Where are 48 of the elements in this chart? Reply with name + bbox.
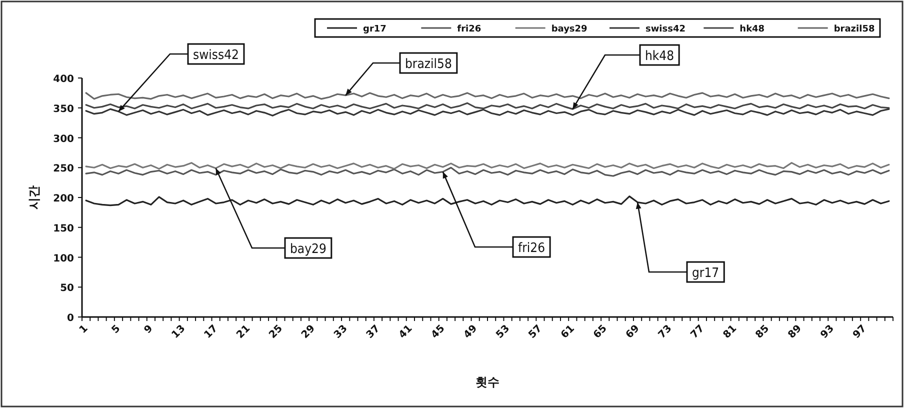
x-axis-title: 횟수	[476, 375, 500, 389]
y-tick-label: 400	[53, 74, 74, 85]
x-tick-label: 41	[397, 323, 415, 341]
legend-label: gr17	[363, 24, 386, 34]
x-tick-label: 49	[462, 323, 480, 341]
y-tick-label: 350	[53, 104, 74, 115]
x-tick-label: 5	[110, 323, 123, 336]
legend-label: fri26	[457, 24, 482, 34]
legend-label: swiss42	[646, 24, 686, 34]
annotation: bay29	[290, 242, 326, 257]
legend-label: brazil58	[834, 24, 875, 34]
annotation: brazil58	[405, 57, 452, 72]
x-tick-label: 61	[559, 323, 577, 341]
x-tick-label: 25	[267, 323, 285, 341]
x-tick-label: 81	[721, 323, 740, 341]
x-tick-label: 53	[494, 323, 512, 341]
annotation: fri26	[518, 241, 546, 256]
legend-label: hk48	[740, 24, 765, 34]
x-tick-label: 57	[526, 323, 544, 341]
x-tick-label: 85	[754, 323, 772, 341]
y-tick-label: 300	[53, 134, 74, 145]
x-tick-label: 93	[818, 323, 836, 341]
x-tick-label: 73	[656, 323, 674, 341]
x-tick-label: 33	[332, 323, 350, 341]
x-tick-label: 29	[300, 323, 318, 341]
x-tick-label: 45	[430, 323, 448, 341]
y-tick-label: 150	[53, 223, 74, 234]
x-tick-label: 97	[851, 323, 869, 341]
x-tick-label: 89	[786, 323, 804, 341]
x-tick-label: 37	[364, 323, 382, 341]
y-tick-label: 100	[53, 253, 74, 264]
x-tick-label: 69	[624, 323, 642, 341]
x-tick-label: 21	[234, 323, 253, 341]
x-tick-label: 9	[142, 323, 156, 336]
y-tick-label: 200	[53, 194, 74, 204]
y-tick-label: 250	[53, 164, 74, 175]
x-tick-label: 17	[202, 323, 220, 341]
y-tick-label: 0	[67, 313, 74, 324]
annotation: hk48	[645, 49, 674, 64]
x-tick-label: 1	[78, 323, 90, 336]
legend-label: bays29	[551, 24, 588, 34]
annotation: swiss42	[193, 48, 239, 63]
annotation: gr17	[692, 266, 720, 281]
x-tick-label: 77	[689, 323, 707, 341]
x-tick-label: 13	[170, 323, 188, 341]
x-tick-label: 65	[592, 323, 610, 341]
y-tick-label: 50	[60, 283, 74, 294]
y-axis-title: 시간	[27, 186, 41, 210]
